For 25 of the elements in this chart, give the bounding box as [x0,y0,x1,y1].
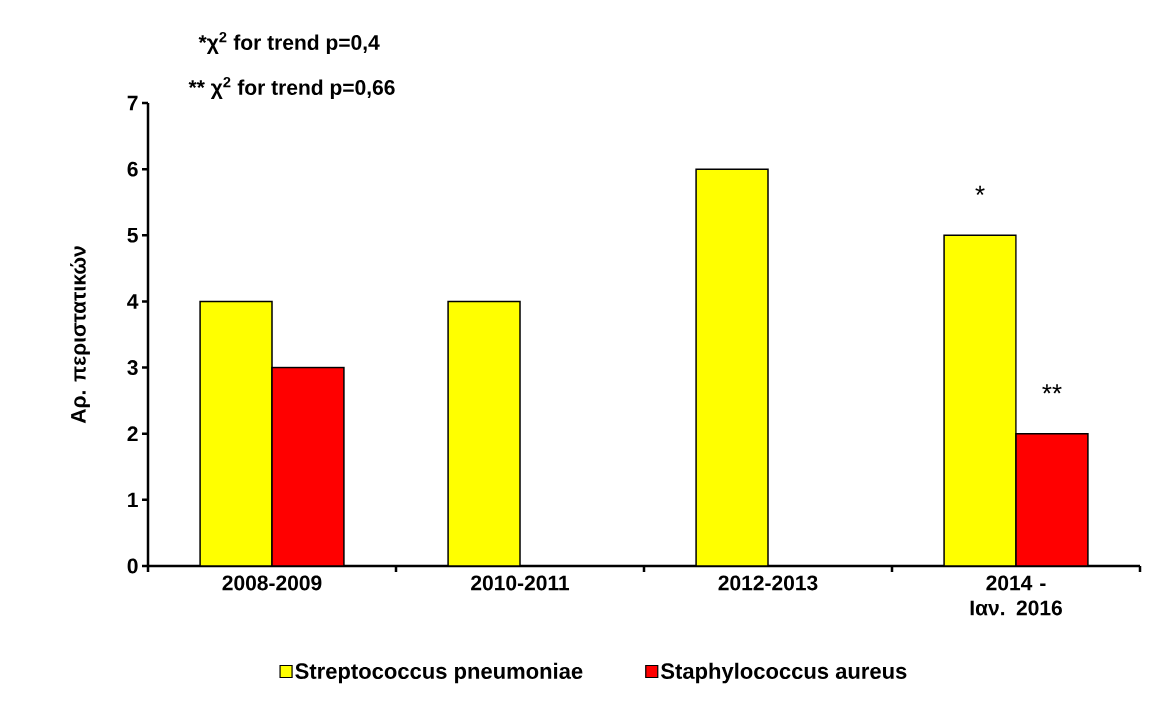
x-tick-label: 2010-2011 [471,575,570,591]
y-tick-label: 0 [127,558,138,574]
text: ** χ$^{2}$ for trend p=0,66 [188,76,395,100]
bar [695,168,769,566]
x-tick-label: 2014 - Ιαν. 2016 [970,575,1062,616]
y-tick-label: 2 [127,426,138,442]
y-tick-label: 5 [127,227,138,243]
bar [447,300,521,566]
legend-label: Staphylococcus aureus [660,662,907,684]
x-tick-label: 2012-2013 [718,575,818,591]
bar [1015,432,1089,566]
annotation: * [975,185,985,195]
text: *χ$^{2}$ for trend p=0,4 [198,31,380,55]
y-tick-label: 4 [127,294,139,309]
bar [943,234,1017,566]
legend-label: Streptococcus pneumoniae [295,662,583,684]
bar [271,366,345,566]
annotation: ** [1042,384,1062,394]
y-axis-title: Αρ. περιστατικών [70,246,90,424]
x-tick-label: 2008-2009 [222,575,322,591]
y-tick-label: 6 [127,161,138,177]
y-tick-label: 3 [127,360,138,376]
y-tick-label: 1 [128,492,138,508]
bar [199,300,273,566]
y-tick-label: 7 [127,95,138,111]
